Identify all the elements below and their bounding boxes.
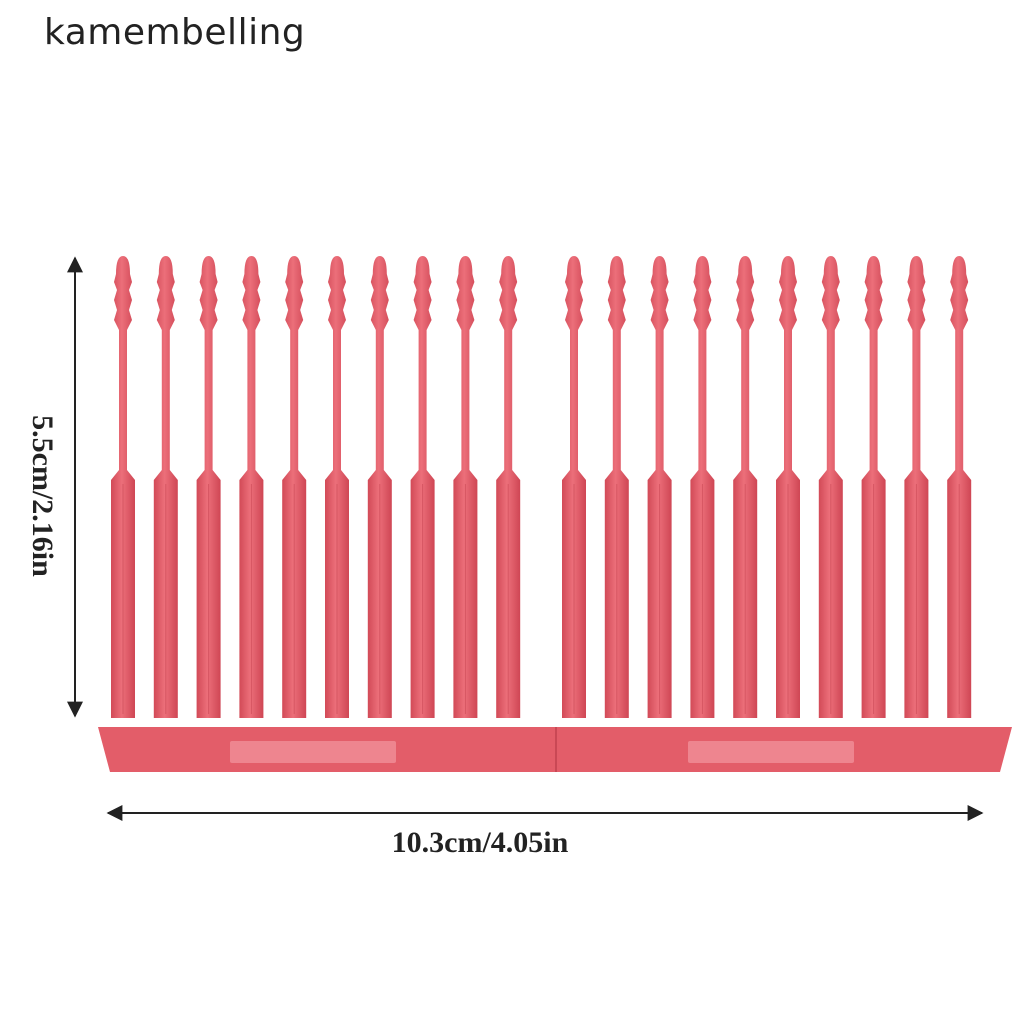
prong-group <box>111 256 972 718</box>
comb-prong <box>239 256 264 718</box>
comb-prong <box>647 256 672 718</box>
comb-prong <box>861 256 886 718</box>
comb-prong <box>947 256 972 718</box>
comb-prong <box>153 256 178 718</box>
comb-prong <box>410 256 435 718</box>
height-label: 5.5cm/2.16in <box>26 415 59 577</box>
base-panel-left <box>230 741 396 763</box>
width-label: 10.3cm/4.05in <box>391 826 569 859</box>
comb-prong <box>496 256 521 718</box>
comb-prong <box>367 256 392 718</box>
comb-prong <box>818 256 843 718</box>
comb-prong <box>904 256 929 718</box>
comb-prong <box>733 256 758 718</box>
comb-prong <box>690 256 715 718</box>
base-panel-right <box>688 741 854 763</box>
comb-prong <box>604 256 629 718</box>
comb-prong <box>282 256 307 718</box>
comb-prong <box>196 256 221 718</box>
comb-prong <box>111 256 135 718</box>
comb-prong <box>562 256 586 718</box>
comb-prong <box>325 256 349 718</box>
comb-prong <box>776 256 800 718</box>
brand-watermark: kamembelling <box>44 12 306 53</box>
comb-prong <box>453 256 478 718</box>
